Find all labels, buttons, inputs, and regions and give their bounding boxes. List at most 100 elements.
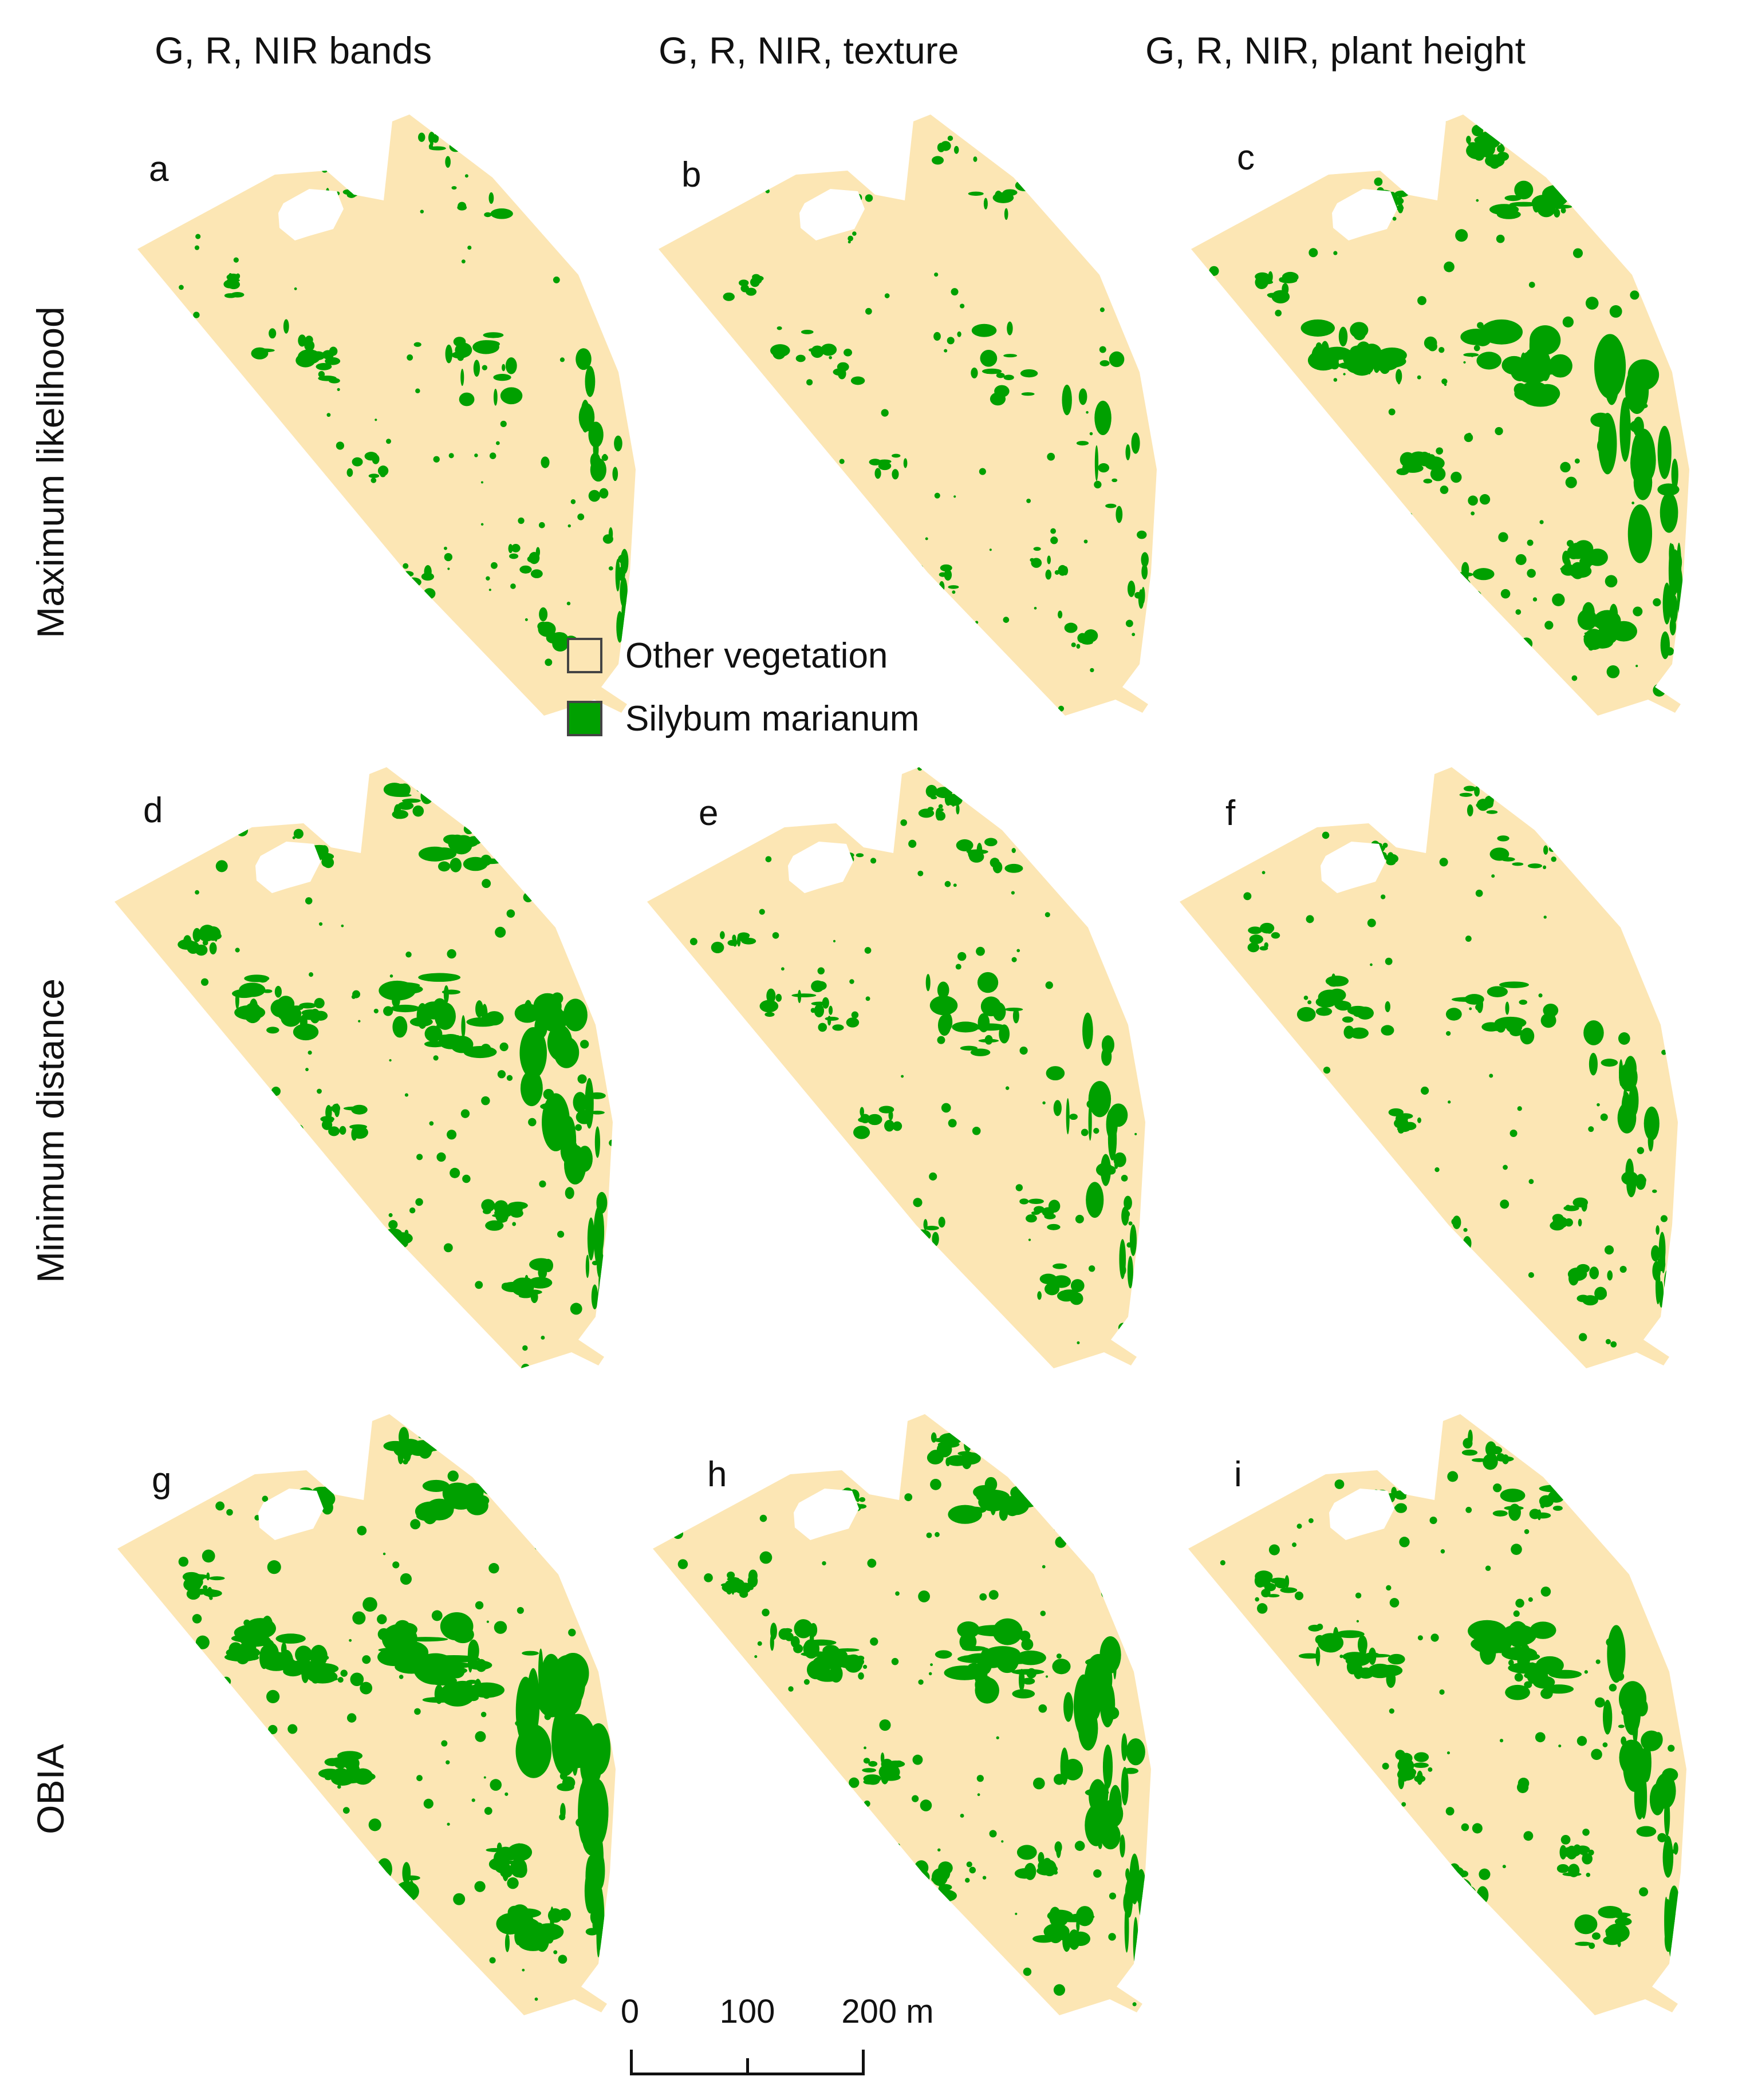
silybum-patch <box>1028 1198 1044 1205</box>
silybum-speck <box>482 1691 491 1699</box>
silybum-patch <box>424 589 433 600</box>
column-title-3: G, R, NIR, plant height <box>1145 29 1526 72</box>
silybum-speck <box>1496 145 1505 153</box>
silybum-patch <box>527 555 538 563</box>
silybum-speck <box>1296 588 1305 597</box>
silybum-speck <box>1433 1338 1442 1347</box>
silybum-patch <box>913 1229 931 1242</box>
silybum-speck <box>507 1877 519 1889</box>
silybum-patch <box>803 1639 820 1659</box>
silybum-speck <box>1646 1736 1652 1742</box>
silybum-speck <box>182 1437 188 1444</box>
silybum-speck <box>865 996 870 1001</box>
silybum-speck <box>1517 1106 1522 1111</box>
silybum-speck <box>386 439 392 444</box>
silybum-speck <box>216 1439 224 1447</box>
silybum-speck <box>870 858 877 864</box>
silybum-patch <box>509 553 519 559</box>
silybum-patch <box>510 1209 523 1218</box>
silybum-patch <box>732 934 736 942</box>
silybum-speck <box>1509 1130 1518 1138</box>
silybum-speck <box>1050 536 1058 544</box>
silybum-patch <box>775 993 782 1002</box>
silybum-speck <box>463 824 474 835</box>
silybum-patch <box>1116 506 1123 523</box>
silybum-speck <box>852 231 857 236</box>
silybum-patch <box>395 1660 428 1674</box>
silybum-patch <box>585 366 596 397</box>
silybum-patch <box>1508 1662 1545 1674</box>
legend: Other vegetation Silybum marianum <box>567 624 919 750</box>
silybum-speck <box>1389 1708 1394 1714</box>
silybum-speck <box>143 1787 151 1795</box>
silybum-patch <box>1388 1653 1405 1665</box>
silybum-speck <box>211 669 220 678</box>
silybum-speck <box>697 1893 704 1900</box>
silybum-speck <box>1591 1748 1602 1760</box>
silybum-speck <box>179 285 184 290</box>
silybum-speck <box>1337 1156 1346 1166</box>
silybum-speck <box>1475 1004 1482 1011</box>
silybum-patch <box>515 1843 523 1856</box>
silybum-patch <box>387 1884 399 1891</box>
silybum-speck <box>275 1292 279 1296</box>
silybum-speck <box>1090 668 1094 673</box>
silybum-speck <box>940 808 944 812</box>
silybum-patch <box>501 1860 521 1864</box>
silybum-speck <box>489 1957 496 1964</box>
silybum-speck <box>1132 2002 1137 2007</box>
silybum-patch <box>1471 1458 1487 1462</box>
silybum-speck <box>209 1596 213 1600</box>
silybum-patch <box>1587 548 1608 566</box>
silybum-speck <box>147 980 157 991</box>
silybum-patch <box>923 1882 934 1888</box>
silybum-patch <box>304 340 315 352</box>
silybum-patch <box>620 577 628 608</box>
silybum-speck <box>733 1730 742 1738</box>
silybum-patch <box>1492 1510 1508 1517</box>
silybum-speck <box>474 1476 479 1481</box>
silybum-patch <box>1468 1620 1507 1642</box>
silybum-speck <box>1647 237 1653 243</box>
silybum-speck <box>1540 1586 1551 1597</box>
silybum-speck <box>443 1243 453 1253</box>
silybum-speck <box>1605 1339 1611 1344</box>
silybum-speck <box>1493 1483 1502 1493</box>
silybum-patch <box>977 972 999 993</box>
silybum-patch <box>1016 1845 1037 1860</box>
silybum-patch <box>984 838 998 847</box>
silybum-speck <box>1026 839 1034 847</box>
silybum-patch <box>481 1199 495 1212</box>
silybum-speck <box>554 179 558 184</box>
silybum-patch <box>907 1872 911 1890</box>
silybum-speck <box>1071 642 1076 648</box>
silybum-patch <box>377 465 389 476</box>
silybum-speck <box>555 1495 566 1506</box>
silybum-speck <box>295 1124 304 1133</box>
silybum-speck <box>221 1676 231 1687</box>
silybum-speck <box>1655 298 1663 306</box>
silybum-speck <box>864 1800 870 1807</box>
silybum-patch <box>738 279 749 286</box>
silybum-speck <box>1463 361 1466 364</box>
silybum-speck <box>752 1362 756 1366</box>
silybum-speck <box>1539 520 1544 524</box>
silybum-speck <box>1323 1466 1328 1471</box>
row-title-3: OBIA <box>29 1744 72 1834</box>
silybum-speck <box>580 221 586 227</box>
silybum-patch <box>1317 1633 1344 1653</box>
silybum-speck <box>1465 1506 1472 1513</box>
silybum-speck <box>506 1075 513 1081</box>
silybum-patch <box>428 132 435 144</box>
silybum-speck <box>675 1926 679 1931</box>
silybum-patch <box>502 364 506 372</box>
silybum-speck <box>362 1597 377 1612</box>
silybum-speck <box>1417 375 1421 380</box>
silybum-patch <box>957 1621 980 1639</box>
silybum-patch <box>397 1448 404 1465</box>
silybum-speck <box>471 1798 475 1802</box>
silybum-speck <box>1446 1031 1451 1036</box>
silybum-patch <box>1126 1738 1145 1766</box>
silybum-speck <box>431 1610 443 1621</box>
silybum-speck <box>1019 1631 1031 1642</box>
